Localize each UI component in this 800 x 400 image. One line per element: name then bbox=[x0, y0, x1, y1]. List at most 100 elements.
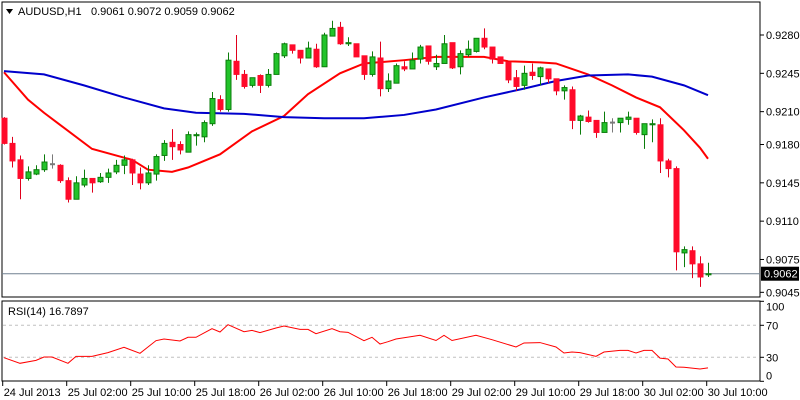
candle-body bbox=[681, 249, 688, 254]
rsi-levels bbox=[3, 324, 759, 358]
candle-body bbox=[321, 34, 328, 68]
time-tick-label: 25 Jul 18:00 bbox=[196, 387, 256, 399]
candle bbox=[201, 120, 208, 143]
price-panel[interactable] bbox=[1, 1, 761, 298]
candle bbox=[353, 43, 360, 58]
candle-body bbox=[65, 180, 72, 200]
candle-body bbox=[193, 134, 200, 137]
chart-header: AUDUSD,H1 0.9061 0.9072 0.9059 0.9062 bbox=[6, 6, 235, 18]
candle bbox=[41, 154, 48, 172]
candle bbox=[433, 54, 440, 71]
moving-averages bbox=[3, 55, 709, 173]
candle-body bbox=[473, 37, 480, 52]
candle bbox=[513, 70, 520, 91]
candle-body bbox=[489, 46, 496, 60]
candle bbox=[689, 246, 696, 279]
candle bbox=[473, 37, 480, 53]
candle-body bbox=[561, 87, 568, 92]
candle bbox=[9, 136, 16, 168]
price-tick-label: 0.9110 bbox=[766, 216, 799, 228]
candle-body bbox=[1, 117, 8, 144]
candle-body bbox=[465, 48, 472, 56]
candle bbox=[233, 35, 240, 80]
candle bbox=[33, 165, 40, 176]
candle bbox=[185, 131, 192, 153]
candle-body bbox=[145, 172, 152, 184]
rsi-line bbox=[3, 324, 709, 370]
candle-body bbox=[417, 46, 424, 60]
rsi-axis: 100 70 30 0 bbox=[760, 300, 784, 382]
candle-body bbox=[105, 172, 112, 178]
candle-body bbox=[689, 250, 696, 265]
current-price-badge bbox=[761, 266, 799, 281]
candle-body bbox=[641, 123, 648, 136]
candle bbox=[481, 28, 488, 50]
candle-body bbox=[401, 66, 408, 70]
candle bbox=[209, 91, 216, 126]
candle-body bbox=[617, 117, 624, 124]
candle-body bbox=[569, 89, 576, 121]
candle bbox=[665, 158, 672, 178]
price-tick-label: 0.9075 bbox=[766, 254, 800, 266]
candle-body bbox=[249, 77, 256, 86]
candle bbox=[257, 74, 264, 94]
candle bbox=[425, 45, 432, 65]
candle bbox=[113, 159, 120, 175]
candle bbox=[17, 155, 24, 200]
rsi-panel[interactable]: RSI(14) 16.7897 bbox=[1, 300, 761, 382]
candle-body bbox=[225, 59, 232, 110]
candle bbox=[505, 61, 512, 84]
candle-body bbox=[209, 98, 216, 125]
candle bbox=[561, 85, 568, 100]
candle bbox=[641, 123, 648, 149]
time-tick-label: 25 Jul 10:00 bbox=[132, 387, 192, 399]
candle bbox=[249, 77, 256, 88]
time-tick-label: 30 Jul 10:00 bbox=[708, 387, 768, 399]
time-tick-label: 26 Jul 02:00 bbox=[260, 387, 320, 399]
candle bbox=[193, 132, 200, 146]
candle-body bbox=[233, 60, 240, 75]
candle-body bbox=[129, 159, 136, 174]
rsi-tick-label: 100 bbox=[766, 301, 784, 313]
candle bbox=[577, 114, 584, 135]
moving-average-fast bbox=[3, 55, 709, 173]
candle bbox=[289, 44, 296, 54]
candle bbox=[161, 140, 168, 161]
candle bbox=[585, 110, 592, 123]
candle-body bbox=[449, 42, 456, 69]
candle bbox=[649, 119, 656, 143]
candle-body bbox=[113, 164, 120, 173]
candle-body bbox=[345, 42, 352, 45]
price-tick-label: 0.9245 bbox=[766, 68, 800, 80]
candle bbox=[553, 78, 560, 96]
triangle-down-icon[interactable] bbox=[6, 9, 13, 14]
candle-body bbox=[521, 72, 528, 86]
candle-body bbox=[665, 160, 672, 170]
candle-body bbox=[705, 273, 712, 276]
candle bbox=[153, 154, 160, 181]
candle-body bbox=[289, 44, 296, 51]
price-tick-label: 0.9045 bbox=[766, 287, 800, 299]
time-axis: 24 Jul 2013 25 Jul 02:00 25 Jul 10:00 25 Ju… bbox=[2, 381, 768, 399]
candle-body bbox=[625, 116, 632, 120]
candle bbox=[457, 50, 464, 75]
candle-body bbox=[409, 59, 416, 70]
candle bbox=[297, 49, 304, 64]
candle-body bbox=[329, 27, 336, 37]
candle-body bbox=[281, 43, 288, 57]
candle-body bbox=[537, 67, 544, 78]
price-tick-label: 0.9180 bbox=[766, 140, 800, 152]
candle bbox=[465, 40, 472, 57]
time-tick-label: 24 Jul 2013 bbox=[4, 387, 61, 399]
candle-body bbox=[697, 263, 704, 278]
candle bbox=[625, 111, 632, 125]
time-tick-label: 25 Jul 02:00 bbox=[68, 387, 128, 399]
price-tick-label: 0.9145 bbox=[766, 178, 800, 190]
candle bbox=[521, 65, 528, 90]
candle-body bbox=[73, 182, 80, 200]
price-tick-label: 0.9210 bbox=[766, 107, 800, 119]
candle bbox=[601, 111, 608, 133]
candle bbox=[281, 42, 288, 58]
